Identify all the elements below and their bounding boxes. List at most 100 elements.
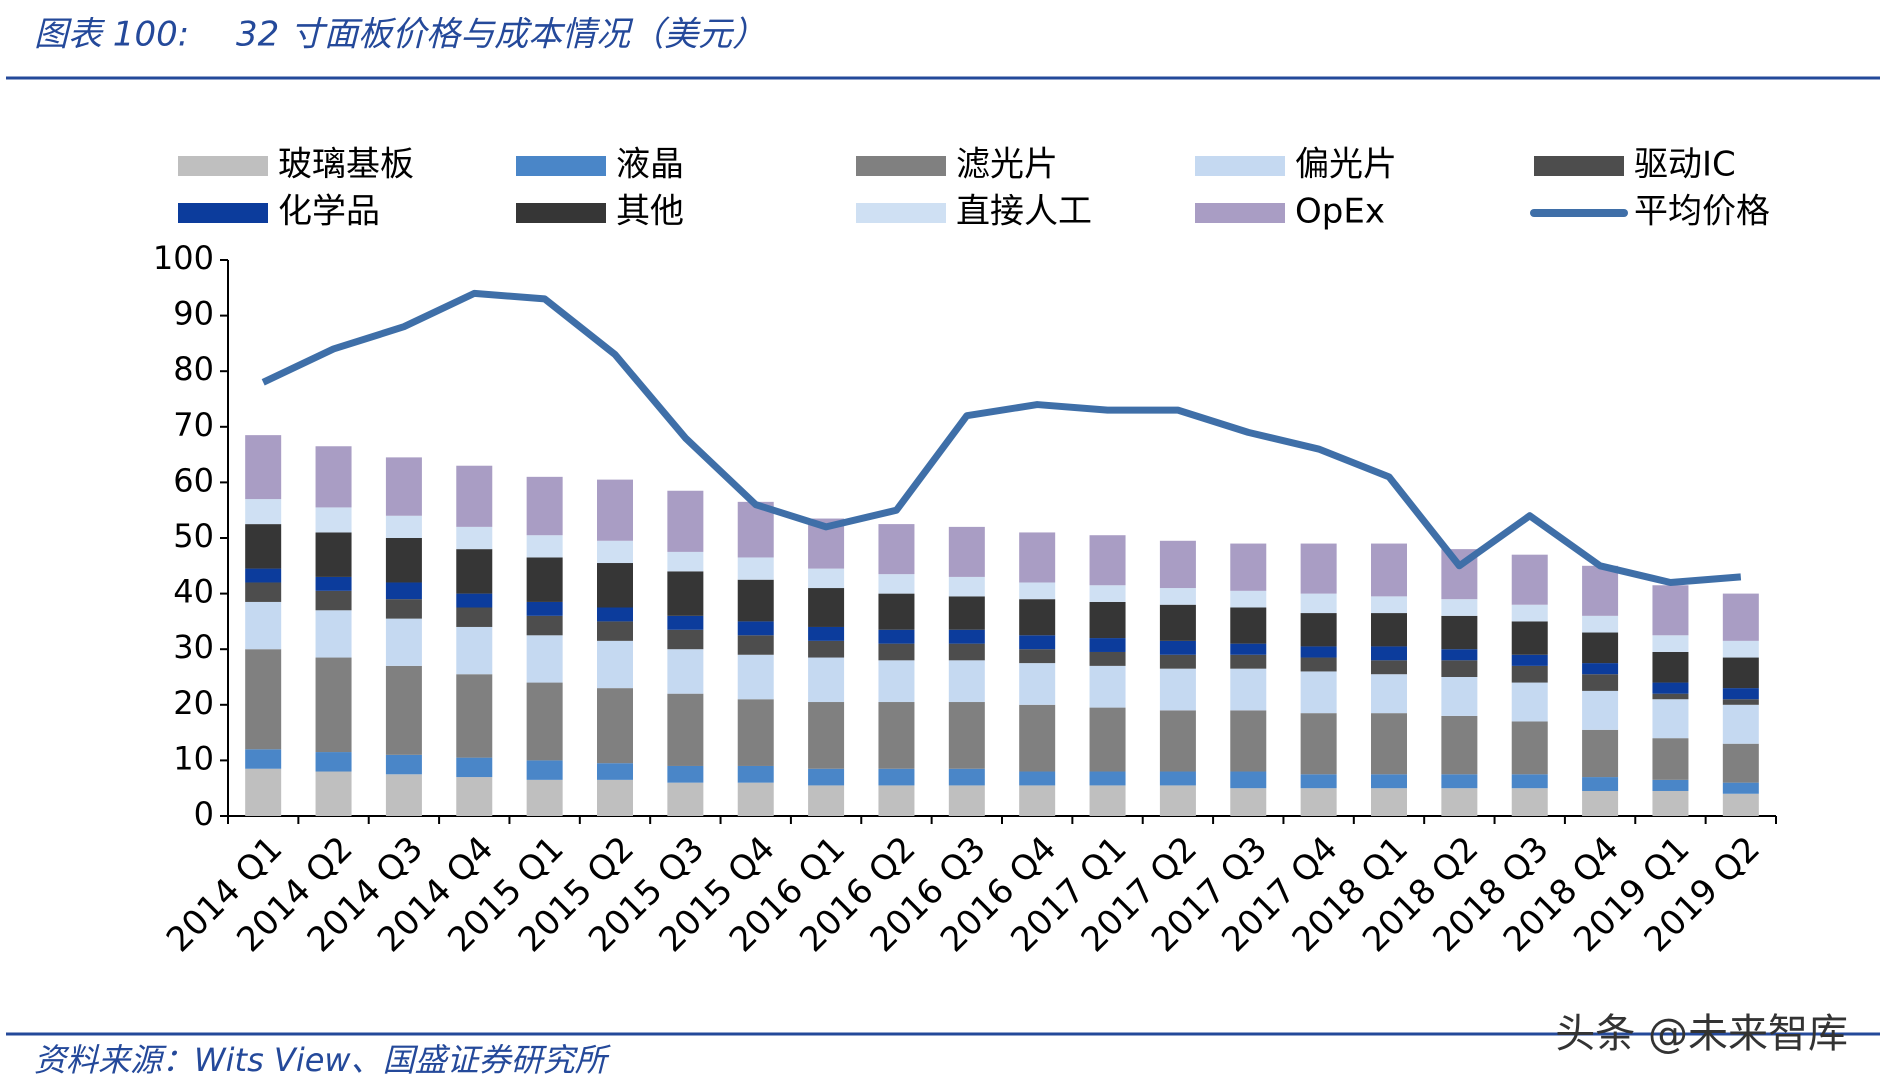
bar-segment bbox=[526, 535, 563, 558]
bar-segment bbox=[245, 568, 282, 583]
bar-segment bbox=[245, 524, 282, 569]
bar-segment bbox=[385, 665, 422, 755]
bar-segment bbox=[1019, 649, 1056, 664]
bar-segment bbox=[385, 599, 422, 619]
bar-segment bbox=[245, 749, 282, 769]
legend-swatch bbox=[1534, 156, 1624, 176]
bar-segment bbox=[1089, 651, 1126, 666]
bar-segment bbox=[315, 752, 352, 772]
bar-segment bbox=[1230, 607, 1267, 644]
bar-segment bbox=[737, 782, 774, 816]
bar-segment bbox=[1371, 646, 1407, 661]
bar-segment bbox=[1652, 699, 1689, 739]
bar-segment bbox=[1230, 543, 1267, 591]
bar-segment bbox=[526, 557, 563, 602]
legend-label: 平均价格 bbox=[1634, 192, 1770, 232]
bar-segment bbox=[737, 621, 774, 636]
bar-segment bbox=[456, 777, 493, 816]
bar-segment bbox=[456, 757, 493, 778]
bar-segment bbox=[948, 576, 985, 597]
bar-segment bbox=[667, 693, 704, 766]
bar-segment bbox=[1159, 771, 1196, 786]
legend-swatch bbox=[1195, 203, 1285, 223]
bar-segment bbox=[315, 771, 352, 816]
bar-segment bbox=[245, 499, 282, 525]
legend-label: 直接人工 bbox=[956, 192, 1092, 232]
bar-segment bbox=[808, 626, 845, 641]
bar-segment bbox=[1582, 674, 1619, 691]
legend-swatch bbox=[516, 156, 606, 176]
bar-segment bbox=[315, 576, 352, 591]
bar-segment bbox=[1019, 599, 1056, 636]
y-tick-label: 100 bbox=[153, 239, 214, 277]
bar-segment bbox=[1089, 707, 1126, 772]
bar-segment bbox=[1371, 543, 1407, 597]
bar-segment bbox=[1300, 593, 1337, 614]
bar-segment bbox=[1019, 635, 1056, 650]
bar-segment bbox=[1159, 540, 1196, 589]
bar-segment bbox=[1230, 654, 1267, 669]
bar-segment bbox=[1300, 713, 1337, 775]
bar-segment bbox=[667, 782, 704, 816]
bar-segment bbox=[1300, 543, 1337, 594]
bar-segment bbox=[1089, 771, 1126, 786]
bar-segment bbox=[1511, 654, 1548, 666]
bar-segment bbox=[245, 649, 282, 750]
bar-segment bbox=[1652, 585, 1689, 636]
y-tick-label: 30 bbox=[173, 628, 214, 666]
y-tick-label: 40 bbox=[173, 573, 214, 611]
bar-segment bbox=[1230, 771, 1267, 789]
bar-segment bbox=[597, 540, 633, 564]
bar-segment bbox=[456, 593, 493, 608]
legend-swatch bbox=[178, 156, 268, 176]
bar-segment bbox=[1230, 590, 1267, 608]
bar-segment bbox=[948, 785, 985, 816]
bar-segment bbox=[1019, 785, 1056, 816]
bar-segment bbox=[878, 629, 915, 644]
bar-segment bbox=[1722, 704, 1759, 744]
bar-segment bbox=[667, 765, 704, 783]
price-line bbox=[261, 289, 1742, 586]
bar-segment bbox=[878, 660, 915, 703]
bar-segment bbox=[1511, 788, 1548, 816]
bar-segment bbox=[808, 568, 845, 589]
bar-segment bbox=[808, 640, 845, 658]
bar-segment bbox=[1019, 771, 1056, 786]
legend-label: 液晶 bbox=[616, 145, 684, 185]
bar-segment bbox=[1089, 601, 1126, 639]
bar-segment bbox=[456, 626, 493, 675]
bar-segment bbox=[245, 435, 282, 500]
bar-segment bbox=[1019, 532, 1056, 583]
bar-segment bbox=[1159, 668, 1196, 711]
bar-segment bbox=[1652, 682, 1689, 694]
bar-segment bbox=[526, 615, 563, 636]
bar-segment bbox=[737, 765, 774, 783]
bar-segment bbox=[1159, 604, 1196, 641]
bar-segment bbox=[1722, 593, 1759, 641]
bar-segment bbox=[597, 688, 633, 764]
bar-segment bbox=[597, 563, 633, 608]
bar-segment bbox=[597, 479, 633, 541]
bar-segment bbox=[1159, 654, 1196, 669]
bar-segment bbox=[1371, 774, 1407, 789]
bar-segment bbox=[1371, 788, 1407, 816]
bar-segment bbox=[878, 785, 915, 816]
bar-segment bbox=[597, 779, 633, 816]
bar-segment bbox=[245, 582, 282, 602]
bar-segment bbox=[1159, 640, 1196, 655]
bar-segment bbox=[597, 640, 633, 689]
bar-segment bbox=[808, 702, 845, 769]
bar-segment bbox=[1441, 677, 1478, 716]
bar-segment bbox=[315, 610, 352, 658]
bar-segment bbox=[1722, 640, 1759, 658]
bar-segment bbox=[667, 490, 704, 552]
bar-segment bbox=[1159, 785, 1196, 816]
bar-segment bbox=[1652, 779, 1689, 791]
bar-segment bbox=[1371, 613, 1407, 647]
bar-segment bbox=[808, 657, 845, 703]
bar-segment bbox=[1089, 785, 1126, 816]
legend-swatch bbox=[516, 203, 606, 223]
chart-title: 32 寸面板价格与成本情况（美元） bbox=[236, 15, 766, 55]
bar-segment bbox=[667, 615, 704, 630]
